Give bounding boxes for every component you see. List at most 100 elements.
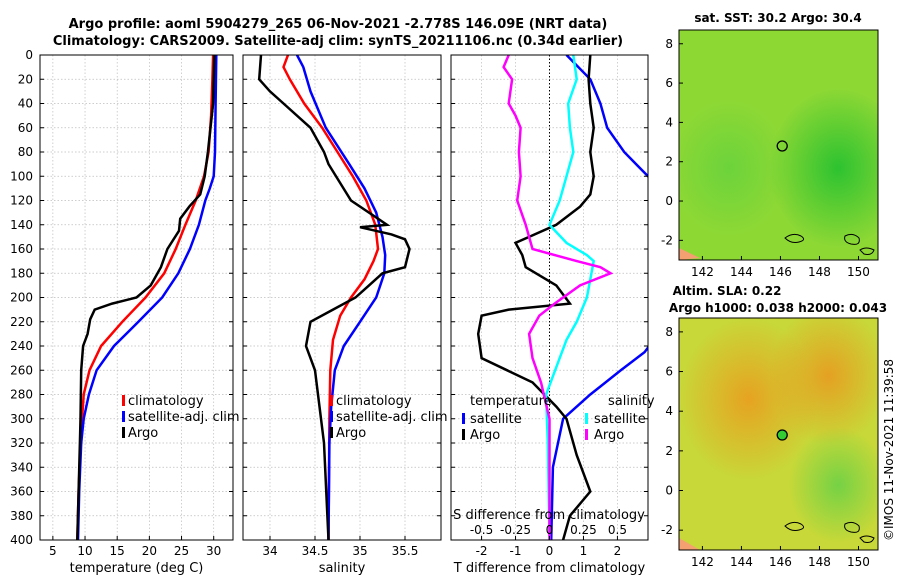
- diff-legend-label-right: Argo: [594, 428, 624, 443]
- y-tick-label: 0: [25, 48, 33, 62]
- y-tick-label: 120: [10, 194, 33, 208]
- diff-legend-label-left: Argo: [470, 428, 500, 443]
- salinity-legend-label: climatology: [336, 394, 412, 409]
- salinity-x-tick-label: 35.5: [392, 544, 419, 558]
- sla_map-y-tick-label: 4: [665, 404, 673, 418]
- temperature-x-tick-label: 30: [206, 544, 221, 558]
- temperature-legend-label: Argo: [128, 426, 158, 441]
- temperature-legend-swatch: [122, 427, 125, 438]
- s-diff-tick-label: 0: [546, 523, 554, 537]
- figure-title-line1: Argo profile: aoml 5904279_265 06-Nov-20…: [69, 17, 608, 32]
- temperature-legend-label: climatology: [128, 394, 204, 409]
- diff-legend-label-right: satellite: [594, 412, 646, 427]
- y-tick-label: 300: [10, 412, 33, 426]
- y-tick-label: 160: [10, 242, 33, 256]
- temperature-series-argo: [76, 55, 216, 540]
- difference-x-tick-label: 2: [614, 544, 622, 558]
- salinity-series-satellite-adj-clim: [295, 55, 387, 540]
- temperature-x-tick-label: 10: [77, 544, 92, 558]
- y-tick-label: 380: [10, 509, 33, 523]
- y-tick-label: 180: [10, 266, 33, 280]
- sla-map-coastline: [784, 521, 875, 543]
- sla-map-title: Altim. SLA: 0.22: [673, 284, 782, 298]
- sla_map-x-tick-label: 146: [769, 555, 792, 569]
- sst_map-y-tick-label: 8: [665, 37, 673, 51]
- sla_map-y-tick-label: 0: [665, 484, 673, 498]
- difference-x-tick-label: -1: [510, 544, 522, 558]
- sst_map-x-tick-label: 142: [691, 265, 714, 279]
- temperature-x-label: temperature (deg C): [70, 561, 204, 576]
- sla_map-y-tick-label: -2: [661, 523, 673, 537]
- salinity-series-argo: [257, 55, 411, 540]
- difference-series-t-satellite: [565, 55, 648, 179]
- s-diff-tick-label: -0.25: [500, 523, 531, 537]
- y-tick-label: 280: [10, 388, 33, 402]
- difference-panel: -2 -1 0 1 2 T difference from climatology temp…: [450, 54, 655, 576]
- salinity-legend-label: Argo: [336, 426, 366, 441]
- temperature-legend-label: satellite-adj. clim: [128, 410, 240, 425]
- figure-title-line2: Climatology: CARS2009. Satellite-adj cli…: [53, 34, 623, 49]
- salinity-legend-label: satellite-adj. clim: [336, 410, 448, 425]
- temperature-legend-swatch: [122, 411, 125, 422]
- sst_map-x-tick-label: 150: [847, 265, 870, 279]
- sst_map-argo-marker: [776, 140, 788, 152]
- difference-series-t-argo: [476, 55, 595, 540]
- sla-map-land-corner: [679, 538, 700, 550]
- sst_map-y-tick-label: 0: [665, 194, 673, 208]
- temperature-x-tick-label: 25: [174, 544, 189, 558]
- difference-x-tick-label: 1: [580, 544, 588, 558]
- salinity-x-tick-label: 34: [262, 544, 277, 558]
- sla_map-x-tick-label: 144: [730, 555, 753, 569]
- salinity-x-tick-label: 35: [352, 544, 367, 558]
- diff-legend-swatch-right: [585, 429, 588, 440]
- y-tick-label: 320: [10, 436, 33, 450]
- difference-x-tick-label: 0: [546, 544, 554, 558]
- y-tick-label: 360: [10, 485, 33, 499]
- sst_map-x-tick-label: 146: [769, 265, 792, 279]
- sst_map-y-tick-label: 4: [665, 115, 673, 129]
- y-tick-label: 20: [18, 72, 33, 86]
- s-diff-tick-label: -0.5: [470, 523, 493, 537]
- sst_map-y-tick-label: 6: [665, 76, 673, 90]
- sst_map-y-tick-label: 2: [665, 155, 673, 169]
- y-tick-label: 400: [10, 533, 33, 547]
- sla_map-y-tick-label: 6: [665, 365, 673, 379]
- sla-map-frame: [678, 317, 879, 551]
- salinity-legend-swatch: [330, 395, 333, 406]
- temperature-x-tick-label: 20: [142, 544, 157, 558]
- sst_map-y-tick-label: -2: [661, 233, 673, 247]
- y-tick-label: 340: [10, 460, 33, 474]
- y-tick-label: 220: [10, 315, 33, 329]
- temperature-x-tick-label: 5: [49, 544, 57, 558]
- salinity-legend-swatch: [330, 427, 333, 438]
- difference-series-s-satellite: [544, 55, 596, 540]
- y-tick-label: 100: [10, 169, 33, 183]
- sst-map-frame: [678, 29, 879, 261]
- difference-series-t-satellite-deep: [549, 345, 648, 540]
- y-tick-label: 260: [10, 363, 33, 377]
- y-tick-label: 80: [18, 145, 33, 159]
- sla_map-x-tick-label: 150: [847, 555, 870, 569]
- sla_map-x-tick-label: 142: [691, 555, 714, 569]
- sla_map-argo-marker: [776, 429, 788, 441]
- diff-legend-swatch-right: [585, 413, 588, 424]
- diff-legend-label-left: satellite: [470, 412, 522, 427]
- difference-series-s-argo: [502, 55, 614, 540]
- y-tick-label: 200: [10, 291, 33, 305]
- temperature-panel: 0 20 40 60 80 100 120 140 160 180 200 220 240 260 280 3…: [10, 48, 240, 576]
- sst-map-coastline: [784, 233, 875, 255]
- sla_map-x-tick-label: 148: [808, 555, 831, 569]
- sla-map: [678, 317, 879, 551]
- sst-map: [678, 29, 879, 261]
- sst_map-x-tick-label: 148: [808, 265, 831, 279]
- sst-map-title: sat. SST: 30.2 Argo: 30.4: [694, 11, 861, 25]
- salinity-x-tick-label: 34.5: [302, 544, 329, 558]
- legend-title-salinity: salinity: [608, 394, 655, 409]
- diff-legend-swatch-left: [462, 413, 465, 424]
- sla_map-y-tick-label: 2: [665, 444, 673, 458]
- salinity-x-label: salinity: [319, 561, 366, 576]
- sst_map-x-tick-label: 144: [730, 265, 753, 279]
- sla-map-subtitle: Argo h1000: 0.038 h2000: 0.043: [669, 301, 887, 315]
- temperature-series-satellite-adj-clim: [76, 55, 218, 540]
